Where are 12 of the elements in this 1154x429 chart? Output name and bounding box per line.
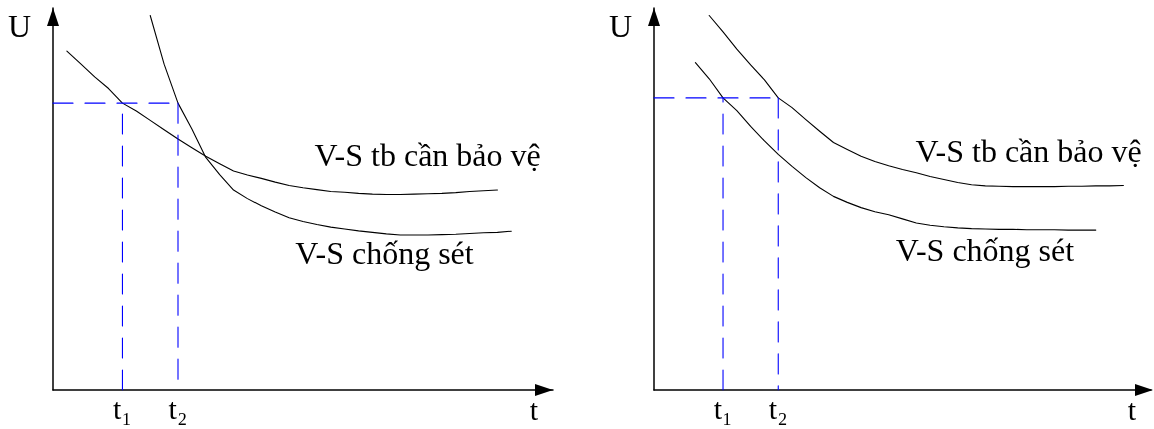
x-tick-label: t₂ — [168, 391, 188, 425]
series-label: V-S chống sét — [295, 235, 474, 272]
x-axis-title: t — [1127, 392, 1137, 426]
x-tick-label: t₂ — [768, 391, 788, 425]
x-tick-label: t₁ — [713, 391, 733, 425]
x-tick-label: t₁ — [113, 391, 132, 425]
y-axis-title: U — [7, 8, 31, 44]
series-label: V-S chống sét — [895, 232, 1075, 269]
series-label: V-S tb cần bảo vệ — [314, 137, 541, 174]
x-axis-title: t — [529, 392, 539, 426]
series-label: V-S tb cần bảo vệ — [915, 132, 1142, 169]
y-axis-title: U — [608, 8, 632, 44]
